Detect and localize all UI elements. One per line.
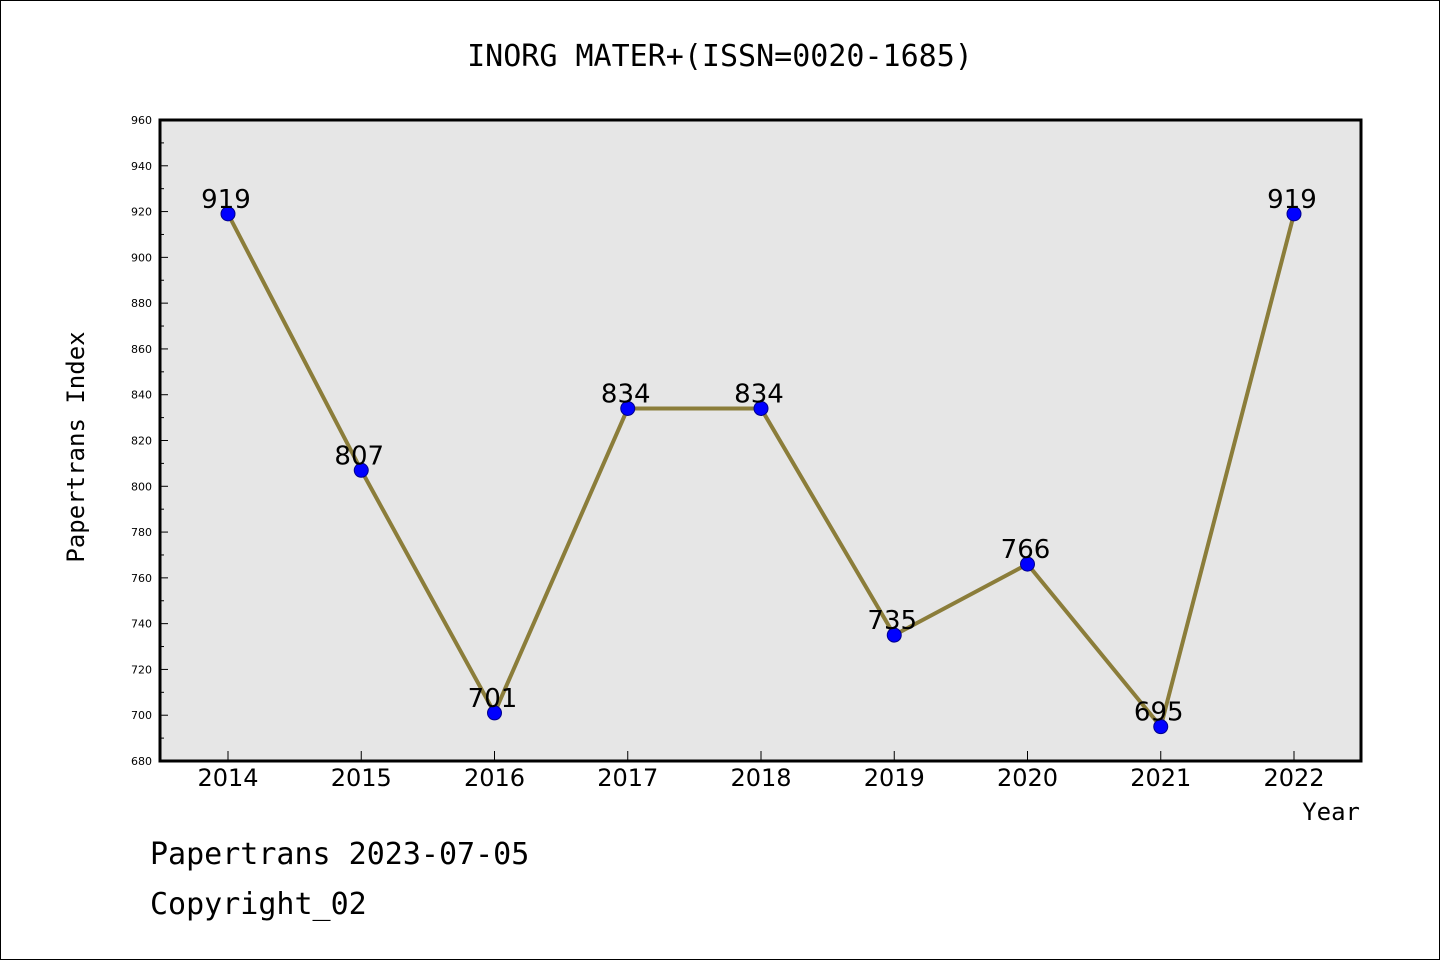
data-point <box>753 400 769 416</box>
data-label: 701 <box>468 684 518 714</box>
y-tick-label: 860 <box>131 343 152 356</box>
x-tick-label: 2017 <box>597 764 658 792</box>
data-label: 834 <box>601 379 651 409</box>
data-label: 807 <box>334 441 384 471</box>
series-group <box>220 206 1302 735</box>
x-tick-label: 2014 <box>197 764 258 792</box>
footer-date: Papertrans 2023-07-05 <box>150 837 529 872</box>
data-label: 919 <box>201 185 251 215</box>
data-point <box>487 705 502 721</box>
chart-title: INORG MATER+(ISSN=0020-1685) <box>467 39 973 74</box>
data-point <box>220 206 236 222</box>
y-tick-label: 960 <box>131 114 152 127</box>
data-point <box>886 627 902 643</box>
y-tick-label: 700 <box>131 709 152 722</box>
data-point <box>353 462 369 478</box>
data-label: 695 <box>1134 698 1184 728</box>
x-axis-label: Year <box>1302 798 1360 826</box>
y-tick-label: 840 <box>131 389 152 402</box>
y-axis-label: Papertrans Index <box>62 331 90 562</box>
data-label: 919 <box>1267 185 1317 215</box>
x-tick-label: 2020 <box>997 764 1058 792</box>
x-tick-label: 2018 <box>730 764 791 792</box>
x-axis: 2014 2015 2016 2017 2018 2019 2020 2021 2022 <box>197 751 1325 792</box>
data-point <box>1286 206 1302 222</box>
y-tick-label: 760 <box>131 572 152 585</box>
x-tick-label: 2019 <box>864 764 925 792</box>
x-tick-label: 2015 <box>331 764 392 792</box>
y-tick-label: 680 <box>131 755 152 768</box>
data-labels: 919 807 701 834 834 735 766 695 919 <box>201 185 1317 728</box>
y-tick-label: 820 <box>131 435 152 448</box>
x-tick-label: 2016 <box>464 764 525 792</box>
x-tick-label: 2021 <box>1130 764 1191 792</box>
y-tick-label: 880 <box>131 297 152 310</box>
y-tick-label: 900 <box>131 251 152 264</box>
data-label: 735 <box>867 606 917 636</box>
data-label: 834 <box>734 379 784 409</box>
y-tick-label: 720 <box>131 663 152 676</box>
data-label: 766 <box>1001 535 1051 565</box>
footer-copyright: Copyright_02 <box>150 887 367 922</box>
x-tick-label: 2022 <box>1263 764 1324 792</box>
y-tick-label: 920 <box>131 206 152 219</box>
plot-area <box>158 118 1363 763</box>
data-point <box>1020 556 1035 572</box>
data-point <box>1153 719 1169 735</box>
y-tick-label: 780 <box>131 526 152 539</box>
y-tick-label: 940 <box>131 160 152 173</box>
y-axis: 680 700 720 740 760 780 800 820 840 860 880 900 920 9… <box>131 114 168 768</box>
y-tick-label: 800 <box>131 480 152 493</box>
y-tick-label: 740 <box>131 618 152 631</box>
data-point <box>620 400 636 416</box>
